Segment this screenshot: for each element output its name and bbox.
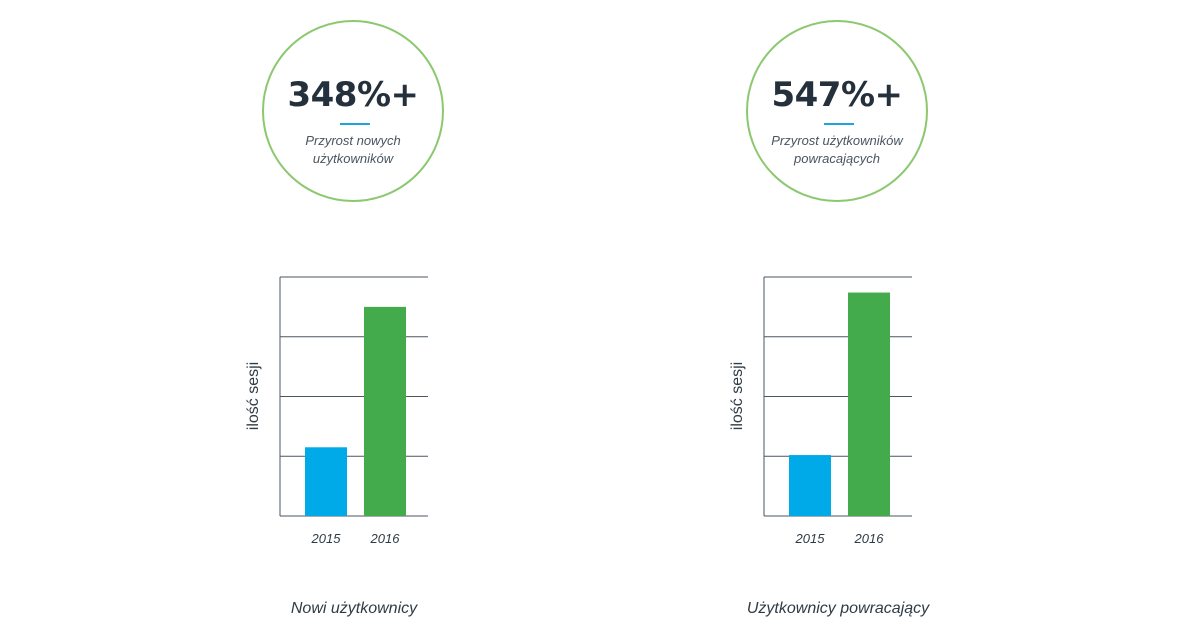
chart-panel-returning-users: 547%+ Przyrost użytkowników powracającyc…	[638, 0, 1038, 636]
x-tick-label: 2016	[370, 531, 401, 546]
chart-caption: Użytkownicy powracający	[746, 600, 930, 617]
x-tick-label: 2015	[795, 531, 826, 546]
bar-2015	[789, 455, 831, 516]
stat-value: 348%+	[287, 75, 419, 115]
stat-underline	[824, 123, 854, 125]
chart-panel-new-users: 348%+ Przyrost nowych użytkowników 2015 2…	[154, 0, 554, 636]
stat-circle-new-users: 348%+ Przyrost nowych użytkowników	[262, 20, 444, 202]
y-axis-label: ilość sesji	[729, 362, 746, 430]
bar-2015	[305, 447, 347, 516]
y-axis-label: ilość sesji	[245, 362, 262, 430]
stat-value: 547%+	[771, 75, 903, 115]
stat-circle-returning-users: 547%+ Przyrost użytkowników powracającyc…	[746, 20, 928, 202]
bar-2016	[848, 292, 890, 516]
bar-2016	[364, 306, 406, 516]
chart-caption: Nowi użytkownicy	[290, 600, 418, 617]
stat-caption: Przyrost nowych użytkowników	[305, 133, 401, 166]
stat-caption: Przyrost użytkowników powracających	[771, 133, 903, 166]
x-tick-label: 2015	[311, 531, 342, 546]
bar-chart-new-users: 2015 2016 ilość sesji	[245, 276, 428, 546]
x-tick-label: 2016	[854, 531, 885, 546]
bar-chart-returning-users: 2015 2016 ilość sesji	[729, 276, 912, 546]
stat-underline	[340, 123, 370, 125]
